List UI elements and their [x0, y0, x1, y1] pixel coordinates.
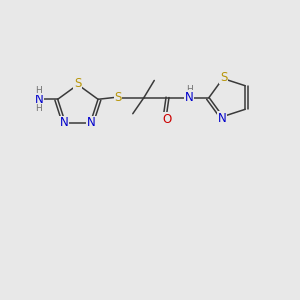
Text: N: N [218, 112, 227, 124]
Text: H: H [35, 103, 42, 112]
Text: S: S [220, 70, 227, 83]
Text: S: S [114, 91, 122, 104]
Text: O: O [162, 113, 171, 126]
Text: N: N [60, 116, 69, 130]
Text: H: H [186, 85, 192, 94]
Text: N: N [87, 116, 96, 130]
Text: N: N [184, 91, 194, 104]
Text: S: S [74, 77, 82, 90]
Text: N: N [34, 93, 43, 106]
Text: H: H [35, 86, 42, 95]
